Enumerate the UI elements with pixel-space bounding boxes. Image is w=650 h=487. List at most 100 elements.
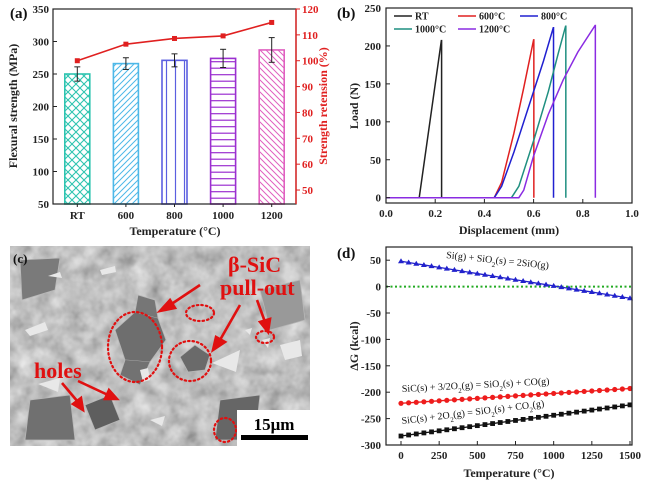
triangle-marker xyxy=(535,280,542,286)
panel-a-x-label: Temperature (°C) xyxy=(129,224,220,238)
panel-d-x-label: Temperature (°C) xyxy=(463,466,554,480)
square-marker xyxy=(452,426,457,432)
triangle-marker xyxy=(588,289,595,295)
arrow-pullout-1 xyxy=(218,304,242,341)
y-tick-label: 50 xyxy=(370,255,382,267)
circle-marker xyxy=(520,392,526,399)
circle-marker xyxy=(490,394,496,400)
triangle-marker xyxy=(466,269,473,275)
pull-out-circles xyxy=(106,303,276,444)
y-tick-label: 50 xyxy=(38,199,50,211)
square-marker xyxy=(558,411,564,417)
panel-c-micrograph: (c) β-SiC pull-out holes 15μm xyxy=(10,246,310,446)
x-tick-label: 0 xyxy=(398,450,404,462)
panel-a-y2-label: Strength retension (%) xyxy=(316,47,330,165)
x-tick-label: 1250 xyxy=(581,450,604,462)
x-tick-label: 0.8 xyxy=(576,208,590,220)
x-tick-label: 500 xyxy=(469,450,486,462)
square-marker xyxy=(551,412,557,418)
panel-b-chart: (b) 0 50 100 150 200 250 0.0 0.2 0.4 0.6 0.8 1.0 R… xyxy=(337,3,639,237)
circle-marker xyxy=(566,389,572,396)
y-tick-label: 250 xyxy=(365,3,382,15)
x-tick-label: 600 xyxy=(118,210,135,222)
circle-marker xyxy=(619,386,625,392)
square-marker xyxy=(474,423,480,429)
circle-marker xyxy=(528,392,534,398)
x-tick-label: 1000 xyxy=(212,210,235,222)
triangle-marker xyxy=(581,287,588,293)
legend-label: 1200°C xyxy=(479,25,510,36)
y-tick-label: -50 xyxy=(366,308,381,320)
square-marker xyxy=(490,421,495,426)
triangle-marker xyxy=(398,258,404,264)
arrow-pullout-2 xyxy=(255,299,267,323)
bar-1200 xyxy=(258,49,286,205)
square-marker xyxy=(513,418,518,423)
panel-b-label: (b) xyxy=(337,6,355,22)
triangle-marker xyxy=(611,292,618,298)
triangle-marker xyxy=(512,276,519,282)
circle-marker xyxy=(467,396,473,402)
circle-marker xyxy=(612,386,618,393)
x-tick-label: 250 xyxy=(431,450,448,462)
y-tick-label: -150 xyxy=(361,361,382,373)
x-tick-label: 0.4 xyxy=(478,208,492,220)
bar-RT xyxy=(64,73,91,205)
pull-out-circle-small xyxy=(184,303,216,323)
load-curve-1200C xyxy=(386,24,597,199)
load-curve-1000C xyxy=(386,25,567,199)
y2-tick-label: 50 xyxy=(302,185,314,197)
circle-marker xyxy=(589,388,595,394)
square-marker xyxy=(566,410,572,416)
legend-label: 600°C xyxy=(479,12,505,23)
y-tick-label: -100 xyxy=(361,334,382,346)
square-marker xyxy=(612,404,618,410)
circle-marker xyxy=(406,400,412,406)
triangle-marker xyxy=(497,274,504,280)
y-tick-label: 200 xyxy=(33,102,50,114)
arrow-head-icon xyxy=(210,335,228,353)
triangle-marker xyxy=(558,284,565,290)
bar-600 xyxy=(112,62,140,205)
square-marker xyxy=(581,408,587,414)
y2-tick-label: 100 xyxy=(302,56,319,68)
scale-bar xyxy=(241,435,308,440)
panel-a-label: (a) xyxy=(10,6,28,22)
triangle-marker xyxy=(489,273,496,279)
triangle-marker xyxy=(550,282,557,288)
panel-b-x-label: Displacement (mm) xyxy=(459,223,559,237)
y-tick-label: 300 xyxy=(33,37,50,49)
label-beta-sic: β-SiC xyxy=(228,252,281,277)
retention-point xyxy=(172,35,177,41)
y-tick-label: -250 xyxy=(361,414,382,426)
triangle-marker xyxy=(459,268,466,274)
circle-marker xyxy=(413,399,419,405)
y-tick-label: 350 xyxy=(33,4,50,16)
triangle-marker xyxy=(481,271,488,277)
pull-out-circle-tiny xyxy=(254,329,276,345)
square-marker xyxy=(497,420,503,425)
x-tick-label: 0.0 xyxy=(379,208,393,220)
y-tick-label: 50 xyxy=(370,155,382,167)
x-tick-label: 1500 xyxy=(619,450,642,462)
panel-c-label: (c) xyxy=(13,251,27,266)
square-marker xyxy=(467,424,473,430)
triangle-marker xyxy=(573,286,580,292)
y-tick-label: 250 xyxy=(33,69,50,81)
panel-a-y-label: Flexural strength (MPa) xyxy=(6,44,20,168)
y-tick-label: 100 xyxy=(365,117,382,129)
circle-marker xyxy=(604,387,610,393)
triangle-marker xyxy=(474,270,481,276)
triangle-marker xyxy=(596,290,603,296)
triangle-marker xyxy=(436,264,443,270)
circle-marker xyxy=(444,397,450,403)
circle-marker xyxy=(459,396,465,402)
pull-out-circle-large xyxy=(106,310,164,384)
y2-tick-label: 80 xyxy=(302,107,314,119)
panel-a-chart: (a) 50 100 150 200 250 300 350 50 60 70 80 90 100 11… xyxy=(6,4,330,238)
pull-out-circle-medium xyxy=(167,339,213,383)
arrow-hole-1 xyxy=(61,382,79,403)
annotation-arrows xyxy=(61,283,272,413)
arrow-head-icon xyxy=(257,317,272,336)
legend-label: RT xyxy=(415,12,429,23)
